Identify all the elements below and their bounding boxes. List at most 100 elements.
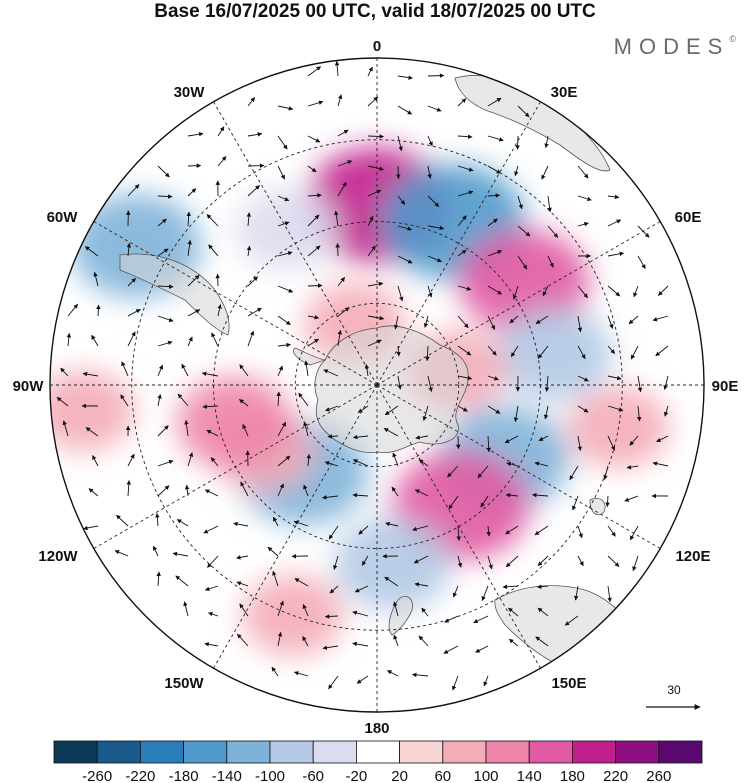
wind-vector-317 [607,251,625,257]
wind-vector-270 [510,345,519,358]
wind-vector-327 [607,555,620,567]
wind-vector-246 [487,218,498,227]
colorbar-bin-13 [615,740,660,764]
wind-vector-30 [157,218,167,227]
wind-vector-93 [236,555,249,560]
wind-vector-346 [656,435,669,443]
wind-vector-51 [181,363,189,377]
colorbar-bin-14 [658,740,703,764]
wind-vector-343 [655,345,669,357]
wind-vector-261 [483,675,489,687]
wind-vector-141 [337,160,353,167]
wind-vector-210 [425,345,430,362]
wind-vector-300 [577,195,592,202]
wind-vector-303 [577,285,588,299]
wind-vector-113 [272,570,279,587]
wind-vector-204 [427,165,432,179]
wind-vector-129 [303,421,309,437]
wind-vector-279 [508,607,519,617]
wind-vector-27 [114,550,129,557]
wind-vector-1 [66,332,72,347]
wind-vector-112 [267,546,279,557]
wind-vector-131 [303,484,309,497]
wind-vector-266 [517,225,531,237]
wind-vector-164 [367,215,374,227]
wind-vector-249 [487,315,496,330]
longitude-labels: 0 180 90W 90E 30W 30E 60W 60E 120W 120E … [13,38,739,737]
wind-vector-209 [423,315,429,328]
tasmania-shape [589,497,606,516]
wind-vector-256 [486,525,491,537]
wind-vector-150 [327,434,339,439]
wind-vector-316 [607,219,622,227]
wind-vector-240 [443,645,459,654]
wind-vector-307 [577,405,589,413]
wind-vector-174 [358,525,369,535]
wind-vector-247 [487,250,503,257]
wind-vector-220 [418,635,429,647]
wind-vector-216 [412,525,429,532]
wind-vector-282 [541,165,549,180]
wind-vector-24 [127,453,135,467]
wind-vector-26 [116,514,129,527]
wind-vector-50 [187,336,193,347]
wind-vector-89 [242,424,249,437]
wind-vector-344 [663,375,669,390]
wind-vector-326 [607,525,616,537]
wind-vector-31 [157,248,169,257]
wind-vector-342 [652,315,669,322]
wind-vector-73 [203,525,219,534]
colorbar-bin-4 [226,740,271,764]
graticule [50,58,704,712]
wind-vector-45 [187,188,197,197]
wind-vector-76 [208,611,219,617]
wind-vector-47 [187,239,192,257]
wind-vector-265 [517,195,523,210]
colorbar-bin-0 [53,740,98,764]
wind-vector-110 [277,483,284,497]
wind-vector-125 [307,315,320,320]
wind-vector-114 [277,600,284,617]
wind-vector-167 [367,315,385,321]
wind-vector-107 [276,391,281,407]
wind-vector-13 [88,488,99,497]
wind-vector-202 [427,105,442,112]
wind-vector-325 [605,495,610,508]
wind-vector-274 [506,461,519,467]
wind-vector-235 [448,495,459,510]
wind-vector-304 [577,315,583,333]
lon-label-30w: 30W [174,84,206,101]
wind-vector-291 [538,435,549,442]
colorbar-bin-9 [442,740,487,764]
lon-label-90w: 90W [13,378,45,395]
wind-vector-295 [537,555,549,567]
colorbar-bin-2 [139,740,184,764]
wind-vector-229 [457,315,469,329]
wind-vector-60 [217,126,225,137]
wind-vector-49 [187,309,201,317]
wind-vector-56 [176,519,189,527]
wind-vector-273 [504,435,519,444]
wind-vector-92 [233,521,249,527]
wind-vector-208 [427,285,433,298]
wind-vector-237 [457,555,463,568]
colorbar-label-3: -140 [212,768,242,783]
wind-vector-53 [184,419,189,437]
wind-vector-330 [637,255,646,270]
wind-vector-290 [543,405,549,420]
wind-vector-162 [367,165,384,171]
colorbar-label-9: 100 [473,768,498,783]
wind-vector-5 [84,246,99,257]
wind-vector-137 [293,671,309,677]
wind-vector-127 [304,360,309,377]
wind-vector-254 [477,465,489,479]
wind-vector-347 [652,461,669,467]
wind-vector-217 [413,555,429,564]
meridian-60 [376,221,661,386]
wind-vector-306 [577,375,589,382]
wind-vector-187 [397,285,404,302]
wind-vector-242 [487,97,502,107]
wind-vector-163 [367,189,382,197]
wind-vector-15 [127,184,140,197]
wind-vector-172 [352,459,369,467]
